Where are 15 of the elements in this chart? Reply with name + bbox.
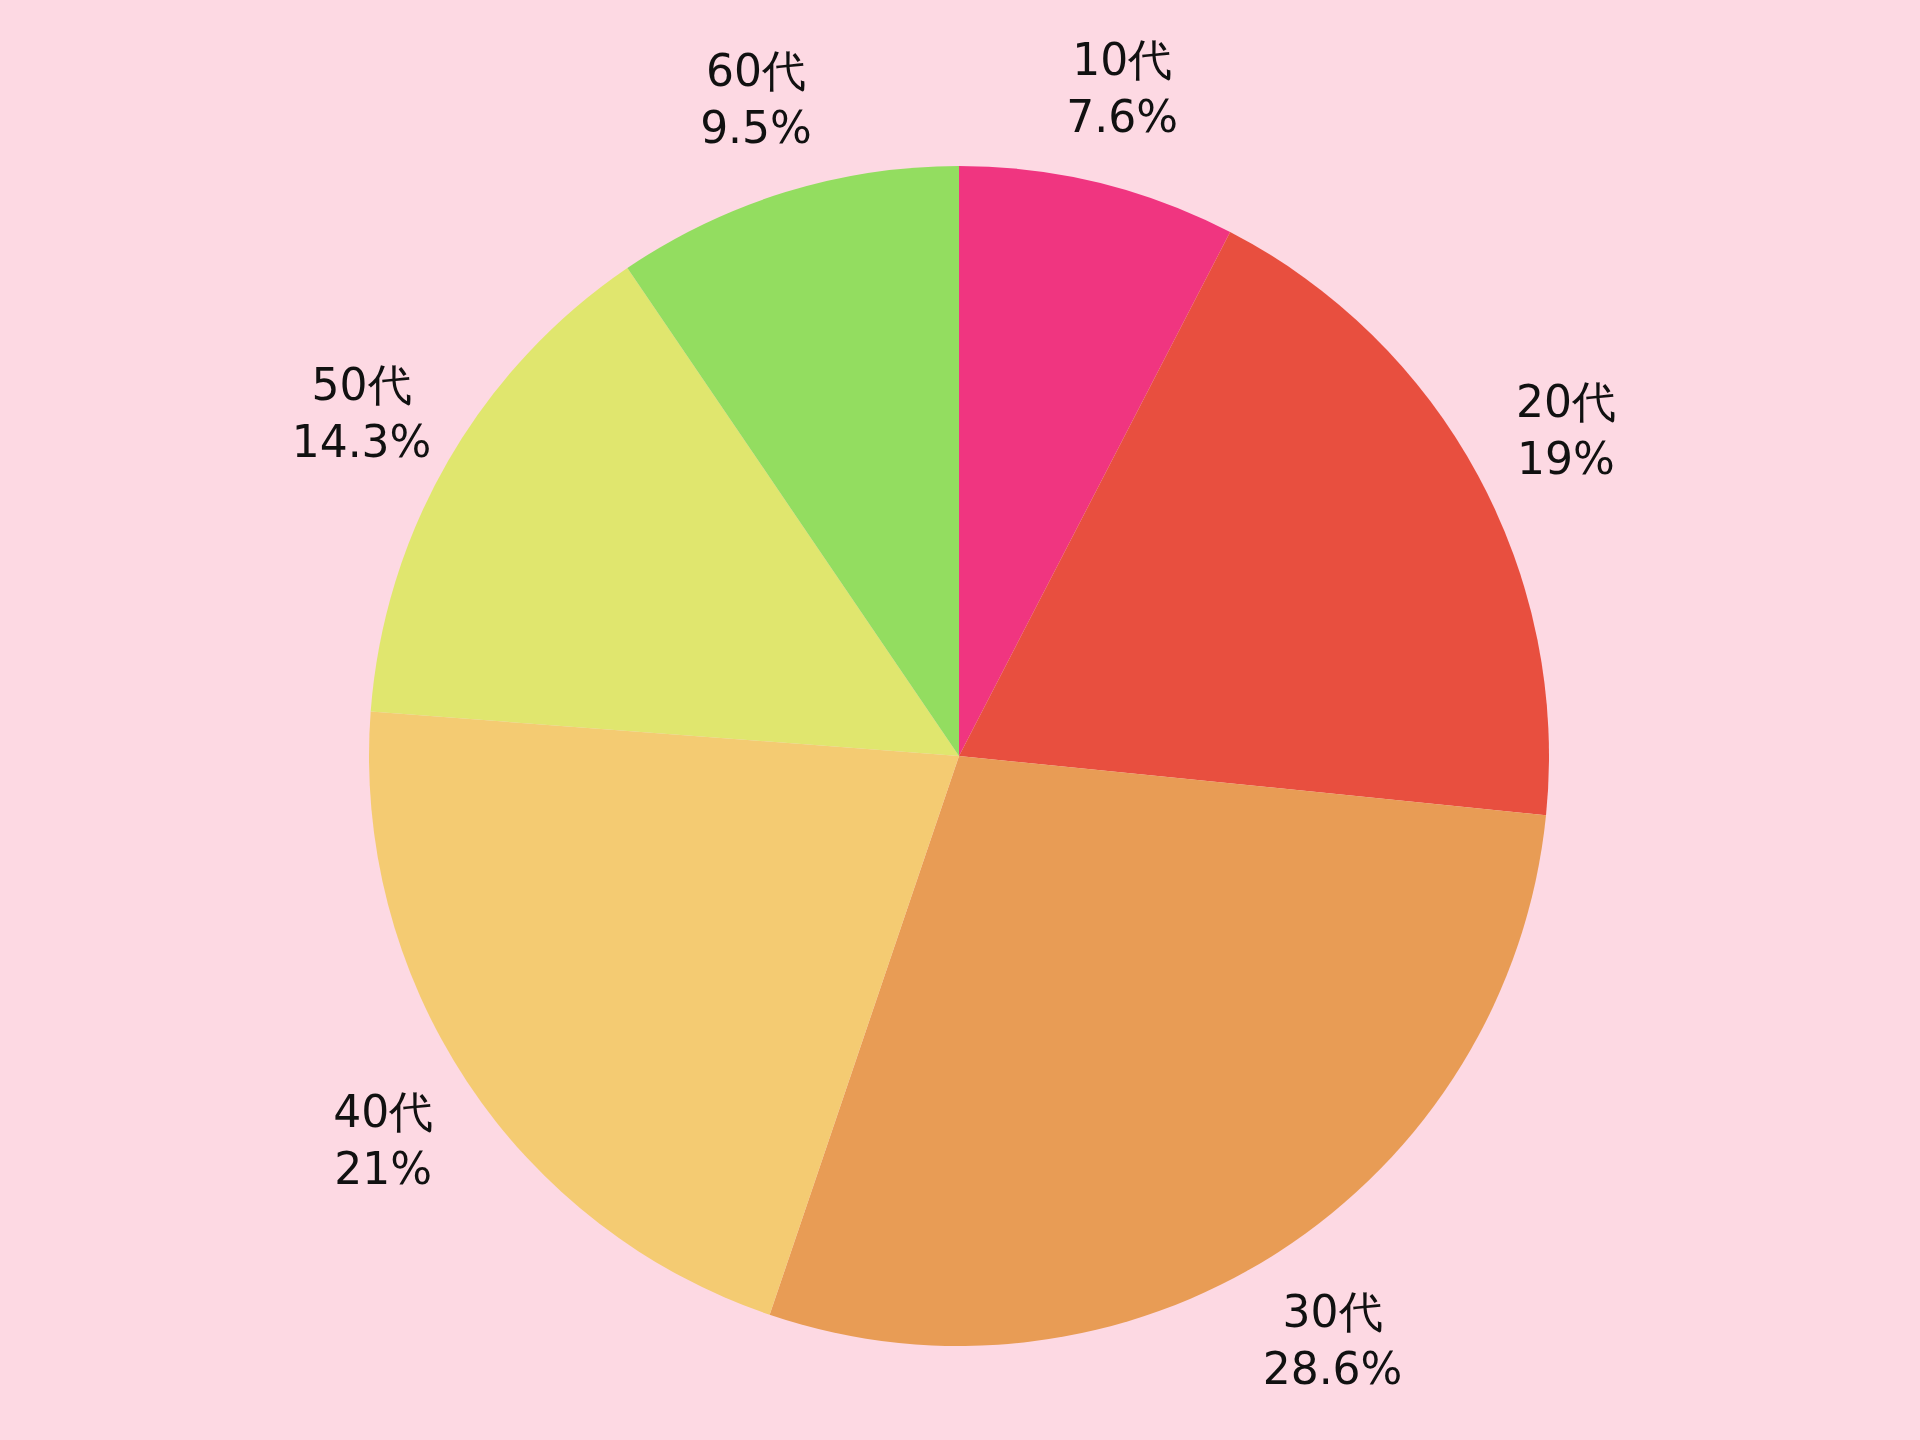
slice-label: 40代 [333, 1085, 434, 1137]
data-label: 7.6% [1066, 91, 1179, 143]
data-label: 14.3% [291, 416, 432, 468]
slice-label: 10代 [1072, 34, 1173, 86]
data-label: 28.6% [1262, 1342, 1403, 1394]
slice-label: 50代 [311, 359, 412, 411]
pie-slice [959, 166, 1231, 756]
slice-label: 60代 [706, 45, 807, 97]
slice-label: 30代 [1282, 1285, 1383, 1337]
slice-label: 20代 [1515, 376, 1616, 428]
pie-slice [769, 756, 1547, 1345]
data-label: 19% [1517, 433, 1615, 485]
data-label: 9.5% [700, 102, 812, 154]
pie-slice [627, 166, 959, 756]
data-label: 21% [334, 1143, 433, 1194]
